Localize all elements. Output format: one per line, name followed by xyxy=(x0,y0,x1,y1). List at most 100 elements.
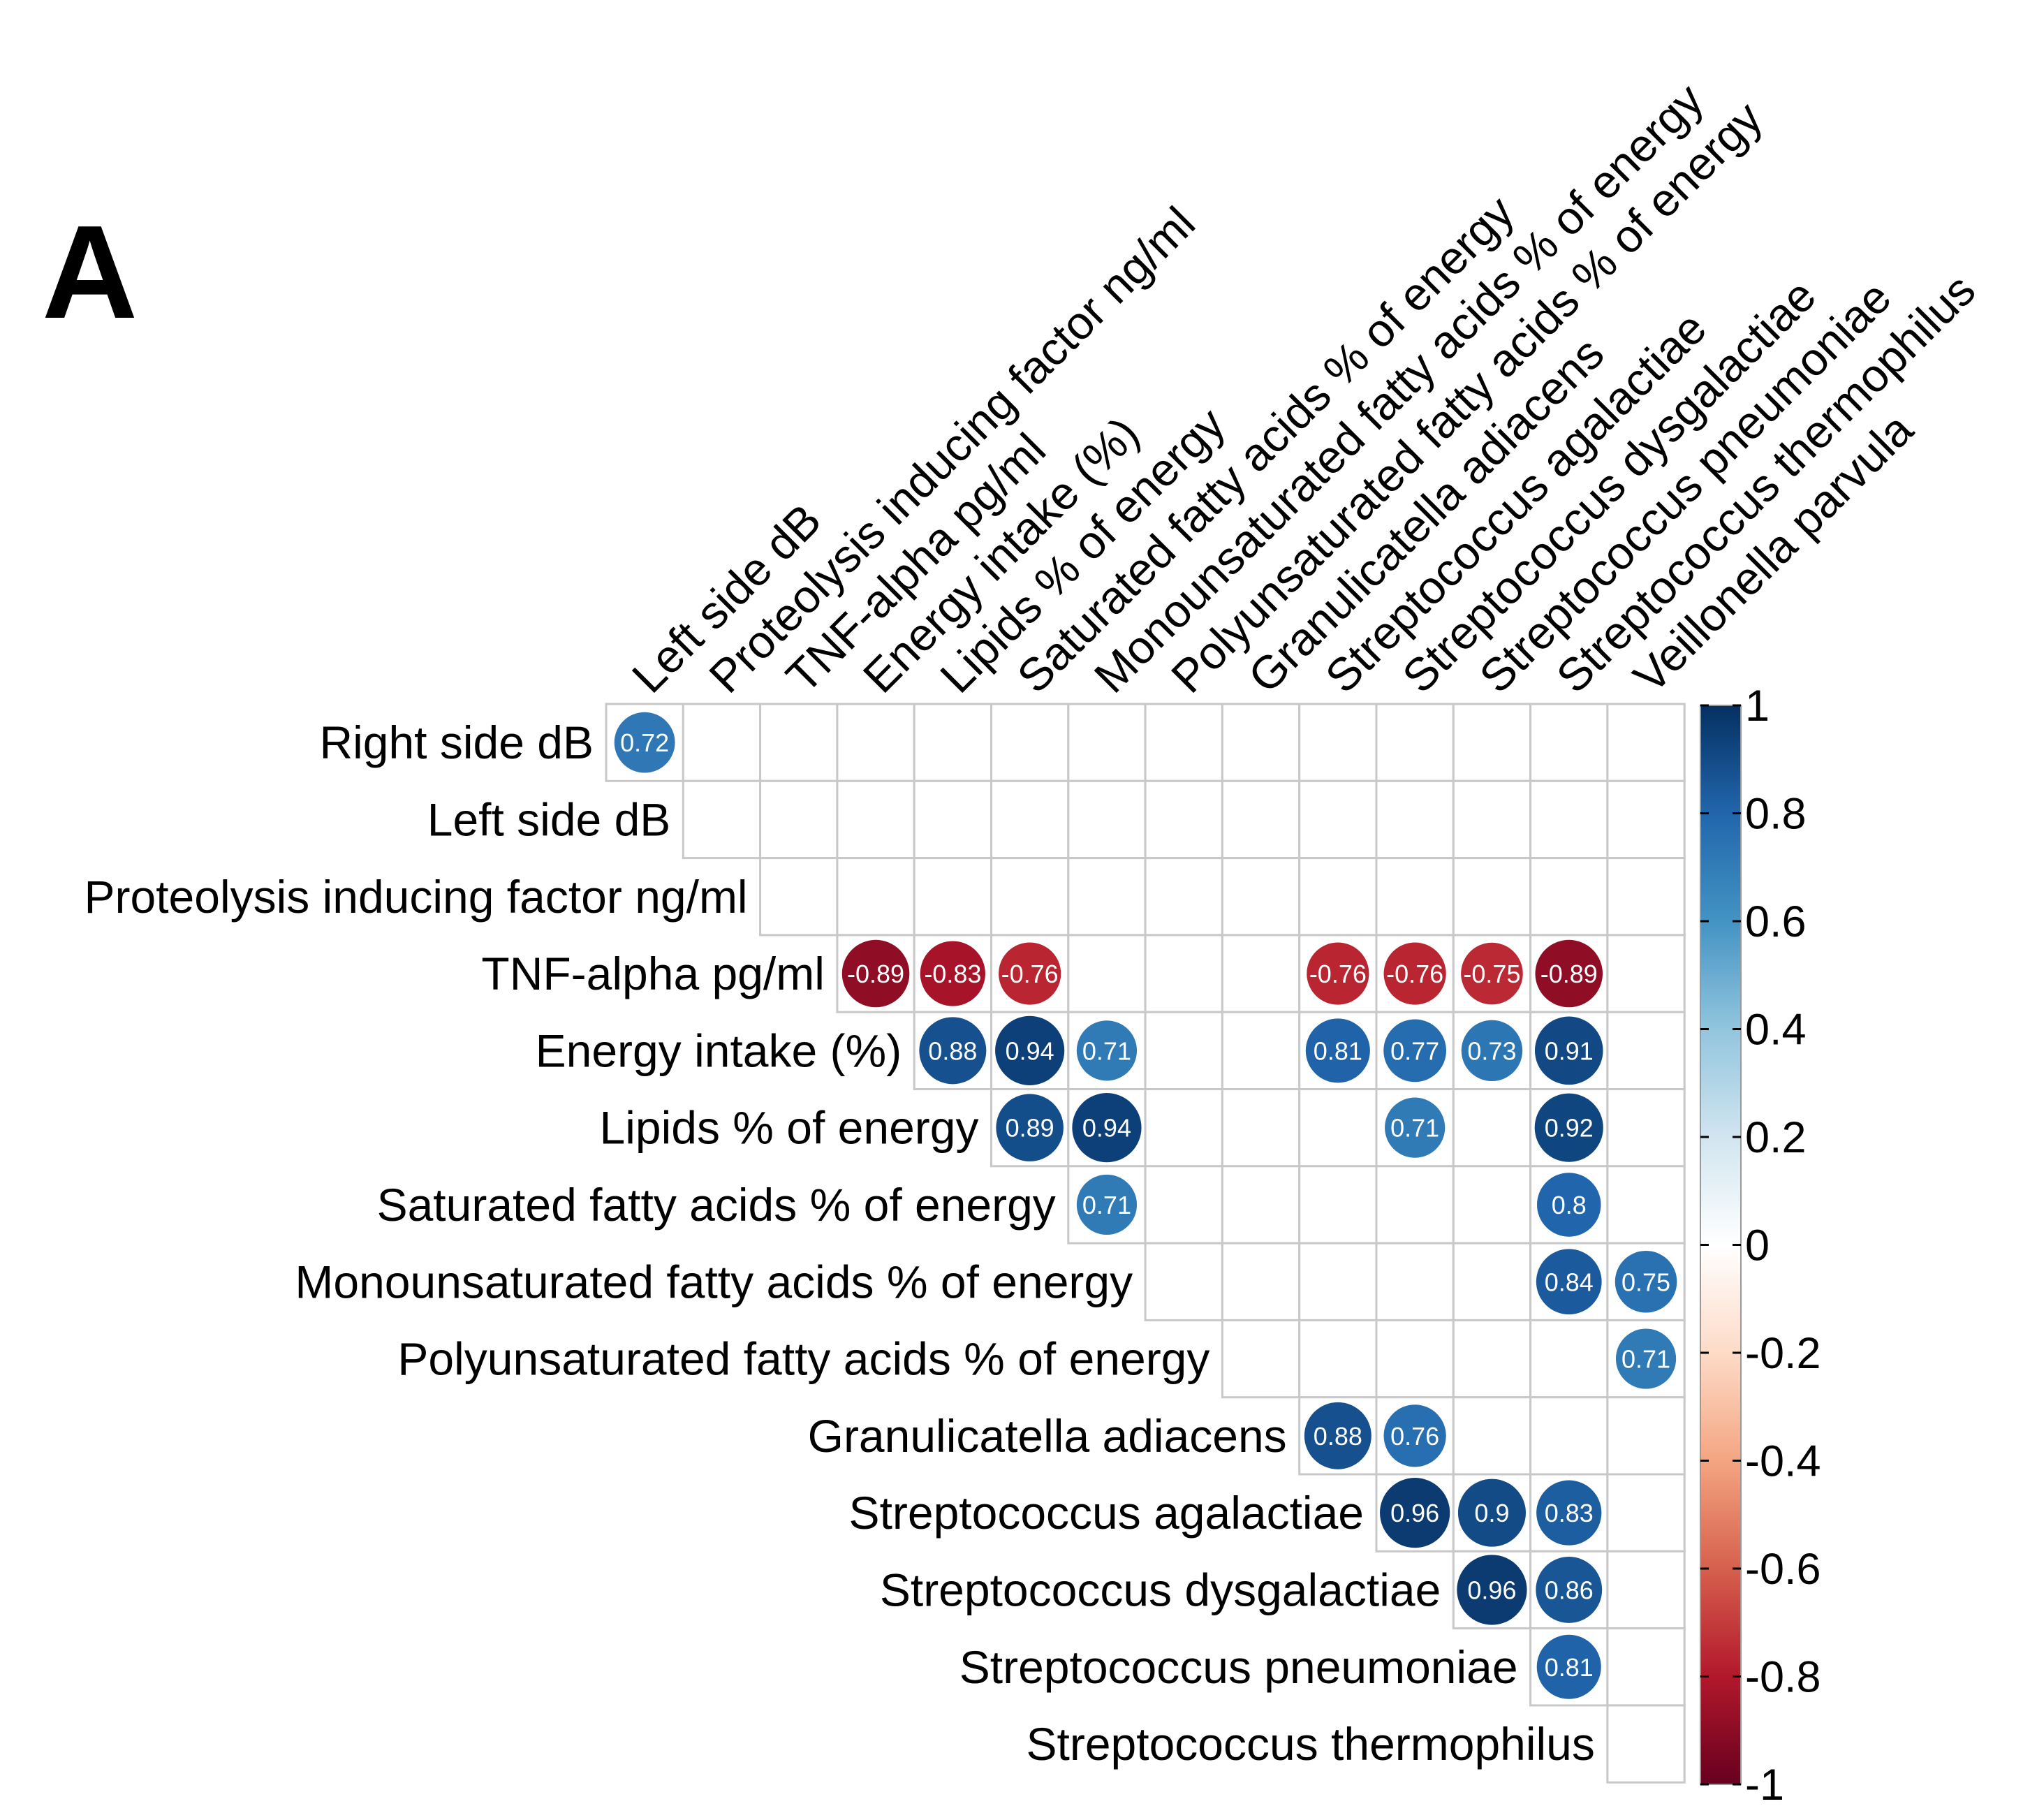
correlation-circle xyxy=(1076,1174,1138,1235)
colorbar-tick-label: -1 xyxy=(1745,1761,1784,1810)
correlation-circle xyxy=(1072,1093,1142,1163)
grid-cell xyxy=(682,779,762,860)
grid-cell xyxy=(1606,934,1686,1013)
grid-cell xyxy=(1452,1165,1532,1245)
correlation-circle xyxy=(1307,942,1369,1005)
colorbar: 1 0.8 0.6 0.4 0.2 0 -0.2 -0.4 -0.6 -0.8 -1 xyxy=(1700,682,1821,1810)
correlation-circle xyxy=(1304,1402,1371,1469)
grid-cell xyxy=(1221,1165,1301,1245)
grid-cell xyxy=(1221,1319,1301,1399)
correlation-value-label: 0.84 xyxy=(1545,1268,1594,1296)
correlation-circle xyxy=(999,942,1061,1005)
grid-cell xyxy=(1529,857,1609,937)
grid-cell xyxy=(990,779,1070,860)
row-label: Lipids % of energy xyxy=(600,1102,979,1154)
correlation-value-label: -0.76 xyxy=(1386,960,1443,988)
row-label: Granulicatella adiacens xyxy=(808,1410,1287,1462)
grid-cell xyxy=(1375,1165,1455,1245)
correlation-cells: 0.72 -0.89 -0.83 -0.76 -0.76 -0.76 -0.75 -0.89 0… xyxy=(614,712,1677,1699)
grid-cell xyxy=(1144,1242,1223,1321)
correlation-circle xyxy=(841,939,910,1008)
grid-cell xyxy=(836,857,915,937)
row-label: Right side dB xyxy=(319,717,594,768)
grid-cell xyxy=(1221,934,1301,1013)
correlation-circle xyxy=(1536,1249,1602,1315)
colorbar-tick-label: 0.2 xyxy=(1745,1113,1807,1162)
grid-cell xyxy=(1067,857,1147,937)
grid-cell xyxy=(1452,1319,1532,1399)
correlation-value-label: 0.71 xyxy=(1082,1191,1131,1219)
grid-cell xyxy=(1452,1242,1532,1321)
correlation-circle xyxy=(1535,939,1603,1008)
correlation-circle xyxy=(1385,1097,1446,1158)
grid-cell xyxy=(1375,779,1455,860)
correlation-value-label: -0.89 xyxy=(847,960,904,988)
row-label: Proteolysis inducing factor ng/ml xyxy=(84,871,747,923)
grid-cell xyxy=(1144,934,1223,1013)
correlation-circle xyxy=(919,1017,987,1085)
grid-cell xyxy=(1529,1396,1609,1476)
grid-cell xyxy=(1144,1165,1223,1245)
correlation-value-label: 0.77 xyxy=(1390,1036,1439,1065)
grid xyxy=(605,703,1686,1784)
correlation-circle xyxy=(1383,1404,1446,1467)
correlation-value-label: 0.75 xyxy=(1621,1268,1670,1296)
correlation-value-label: 0.88 xyxy=(928,1036,977,1065)
grid-cell xyxy=(913,779,992,860)
grid-cell xyxy=(1606,1011,1686,1090)
colorbar-tick-label: -0.8 xyxy=(1745,1653,1821,1702)
grid-cell xyxy=(990,703,1070,782)
correlation-value-label: 0.92 xyxy=(1545,1114,1594,1143)
grid-cell xyxy=(1067,934,1147,1013)
correlation-value-label: -0.76 xyxy=(1001,960,1059,988)
grid-cell xyxy=(1298,703,1378,782)
row-label: Streptococcus dysgalactiae xyxy=(880,1564,1441,1615)
correlation-value-label: 0.71 xyxy=(1390,1114,1439,1143)
grid-cell xyxy=(1144,1088,1223,1168)
grid-cell xyxy=(1375,703,1455,782)
correlation-value-label: 0.94 xyxy=(1006,1036,1054,1065)
correlation-circle xyxy=(920,941,985,1006)
grid-cell xyxy=(1606,1473,1686,1553)
correlation-value-label: 0.86 xyxy=(1545,1576,1594,1604)
colorbar-tick-label: -0.2 xyxy=(1745,1329,1821,1378)
grid-cell xyxy=(1375,857,1455,937)
grid-cell xyxy=(759,779,839,860)
correlation-circle xyxy=(1457,1478,1526,1547)
grid-cell xyxy=(1606,1627,1686,1707)
grid-cell xyxy=(1221,1088,1301,1168)
correlation-value-label: 0.72 xyxy=(620,728,669,757)
grid-cell xyxy=(1298,779,1378,860)
correlation-circle xyxy=(1534,1093,1603,1162)
row-label: Saturated fatty acids % of energy xyxy=(377,1179,1056,1231)
correlation-value-label: 0.89 xyxy=(1006,1114,1054,1143)
row-labels: Right side dB Left side dB Proteolysis ind… xyxy=(84,717,1594,1770)
row-label: Streptococcus pneumoniae xyxy=(959,1641,1518,1693)
grid-cell xyxy=(1606,857,1686,937)
grid-cell xyxy=(1144,779,1223,860)
grid-cell xyxy=(1606,1704,1686,1784)
correlation-value-label: 0.71 xyxy=(1082,1036,1131,1065)
row-label: Streptococcus agalactiae xyxy=(849,1487,1364,1539)
grid-cell xyxy=(1452,1088,1532,1168)
correlation-circle xyxy=(995,1015,1065,1085)
grid-cell xyxy=(1452,779,1532,860)
grid-cell xyxy=(1606,1550,1686,1630)
correlation-circle xyxy=(1534,1016,1603,1085)
row-label: Left side dB xyxy=(427,793,671,845)
correlation-value-label: 0.91 xyxy=(1545,1036,1594,1065)
panel-letter: A xyxy=(42,198,138,346)
row-label: Energy intake (%) xyxy=(536,1025,902,1076)
colorbar-tick-label: 0.6 xyxy=(1745,897,1807,946)
correlation-value-label: 0.88 xyxy=(1314,1422,1362,1451)
correlation-circle xyxy=(996,1094,1064,1161)
correlation-circle xyxy=(1615,1328,1677,1389)
grid-cell xyxy=(1221,1242,1301,1321)
grid-cell xyxy=(913,703,992,782)
grid-cell xyxy=(1221,703,1301,782)
grid-cell xyxy=(1067,779,1147,860)
grid-cell xyxy=(1529,703,1609,782)
grid-cell xyxy=(1221,857,1301,937)
colorbar-tick-label: 0.8 xyxy=(1745,790,1807,839)
